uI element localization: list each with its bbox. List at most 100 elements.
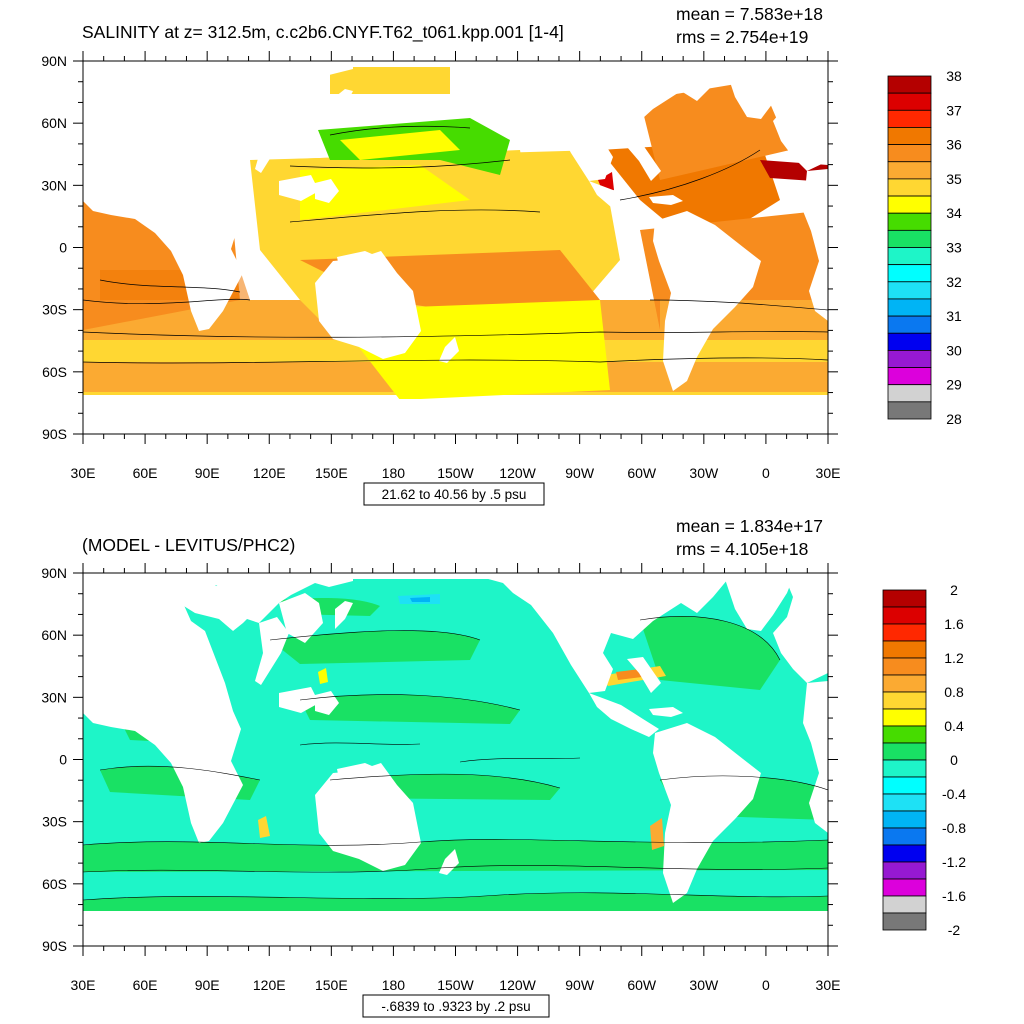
colorbar-swatch: [887, 195, 932, 214]
x-tick-label: 30E: [816, 977, 841, 993]
colorbar-swatch: [882, 725, 927, 744]
x-tick-label: 90E: [195, 977, 220, 993]
y-tick-label: 30N: [41, 689, 67, 705]
colorbar-swatch: [882, 776, 927, 795]
colorbar-swatch: [887, 75, 932, 94]
colorbar-label: -1.6: [942, 888, 966, 904]
x-tick-label: 150E: [315, 977, 348, 993]
colorbar-swatch: [882, 810, 927, 829]
x-tick-label: 120E: [253, 465, 286, 481]
x-tick-label: 60W: [627, 465, 657, 481]
x-tick-label: 120E: [253, 977, 286, 993]
colorbar-swatch: [882, 657, 927, 676]
y-tick-label: 30S: [42, 302, 67, 318]
colorbar-swatch: [887, 92, 932, 111]
colorbar-swatch: [882, 793, 927, 812]
y-tick-label: 60S: [42, 364, 67, 380]
y-tick-label: 90N: [41, 53, 67, 69]
colorbar-label: 1.6: [944, 616, 964, 632]
colorbar-swatch: [887, 178, 932, 197]
x-tick-label: 30E: [816, 465, 841, 481]
colorbar-label: -1.2: [942, 854, 966, 870]
panel1-contour-info-box: 21.62 to 40.56 by .5 psu: [363, 482, 545, 506]
x-tick-label: 30W: [689, 977, 719, 993]
colorbar-label: 1.2: [944, 650, 964, 666]
colorbar-swatch: [882, 912, 927, 931]
colorbar-label: 36: [946, 137, 962, 153]
x-tick-label: 90W: [565, 465, 595, 481]
colorbar-label: 33: [946, 240, 962, 256]
panel2-y-ticks: 90N 60N 30N 0 30S 60S 90S: [41, 565, 838, 954]
colorbar-swatch: [887, 109, 932, 128]
x-tick-label: 150W: [437, 977, 474, 993]
colorbar-swatch: [887, 127, 932, 145]
y-tick-label: 0: [59, 752, 67, 768]
x-tick-label: 30E: [71, 465, 96, 481]
colorbar-swatch: [887, 367, 932, 386]
colorbar-swatch: [887, 161, 932, 180]
colorbar-swatch: [882, 759, 927, 778]
panel1-colorbar: 38 37 36 35 34 33 32 31 30 29 28: [887, 68, 962, 427]
colorbar-label: -0.8: [942, 820, 966, 836]
colorbar-label: 2: [950, 582, 958, 598]
x-tick-label: 0: [762, 977, 770, 993]
x-tick-label: 150E: [315, 465, 348, 481]
colorbar-label: 32: [946, 274, 962, 290]
colorbar-swatch: [882, 827, 927, 846]
colorbar-swatch: [887, 332, 932, 351]
colorbar-label: 0.8: [944, 684, 964, 700]
panel-salinity: SALINITY at z= 312.5m, c.c2b6.CNYF.T62_t…: [41, 4, 962, 506]
colorbar-swatch: [887, 281, 932, 300]
colorbar-label: 34: [946, 205, 962, 221]
panel2-field: [83, 573, 828, 946]
y-tick-label: 90S: [42, 426, 67, 442]
panel1-contour-info: 21.62 to 40.56 by .5 psu: [382, 487, 527, 502]
colorbar-swatch: [882, 674, 927, 693]
x-tick-label: 120W: [499, 465, 536, 481]
panel2-contour-info-box: -.6839 to .9323 by .2 psu: [362, 994, 550, 1018]
x-tick-label: 60E: [133, 977, 158, 993]
y-tick-label: 90S: [42, 938, 67, 954]
x-tick-label: 30W: [689, 465, 719, 481]
panel1-y-ticks: 90N 60N 30N 0 30S 60S 90S: [41, 53, 838, 442]
panel2-colorbar: 2 1.6 1.2 0.8 0.4 0 -0.4 -0.8 -1.2 -1.6 -2: [882, 582, 966, 938]
colorbar-swatch: [887, 247, 932, 266]
y-tick-label: 30N: [41, 177, 67, 193]
panel2-x-ticks: 30E 60E 90E 120E 150E 180 150W 120W 90W 60W 30W 0 30…: [71, 563, 841, 993]
colorbar-label: 38: [946, 68, 962, 84]
colorbar-swatch: [882, 623, 927, 642]
colorbar-swatch: [887, 229, 932, 248]
colorbar-label: 37: [946, 102, 962, 118]
colorbar-label: -2: [948, 922, 961, 938]
x-tick-label: 60E: [133, 465, 158, 481]
panel2-rms: rms = 4.105e+18: [676, 539, 808, 559]
colorbar-swatch: [882, 606, 927, 625]
colorbar-label: 0.4: [944, 718, 964, 734]
colorbar-swatch: [882, 708, 927, 727]
panel1-field: [83, 61, 828, 434]
colorbar-label: 29: [946, 377, 962, 393]
y-tick-label: 60N: [41, 115, 67, 131]
y-tick-label: 30S: [42, 814, 67, 830]
colorbar-label: 0: [950, 752, 958, 768]
colorbar-swatch: [887, 401, 932, 420]
colorbar-swatch: [882, 861, 927, 880]
x-tick-label: 150W: [437, 465, 474, 481]
y-tick-label: 60N: [41, 627, 67, 643]
colorbar-swatch: [882, 640, 927, 659]
x-tick-label: 60W: [627, 977, 657, 993]
panel2-mean: mean = 1.834e+17: [676, 516, 823, 536]
colorbar-swatch: [887, 315, 932, 334]
panel2-contour-info: -.6839 to .9323 by .2 psu: [381, 999, 530, 1014]
colorbar-swatch: [887, 298, 932, 317]
x-tick-label: 180: [382, 465, 406, 481]
colorbar-swatch: [882, 691, 927, 710]
colorbar-swatch: [887, 384, 932, 403]
x-tick-label: 180: [382, 977, 406, 993]
x-tick-label: 120W: [499, 977, 536, 993]
colorbar-label: 31: [946, 308, 962, 324]
colorbar-swatch: [882, 895, 927, 914]
panel1-title: SALINITY at z= 312.5m, c.c2b6.CNYF.T62_t…: [82, 22, 564, 43]
y-tick-label: 0: [59, 240, 67, 256]
panel2-title: (MODEL - LEVITUS/PHC2): [82, 535, 295, 555]
